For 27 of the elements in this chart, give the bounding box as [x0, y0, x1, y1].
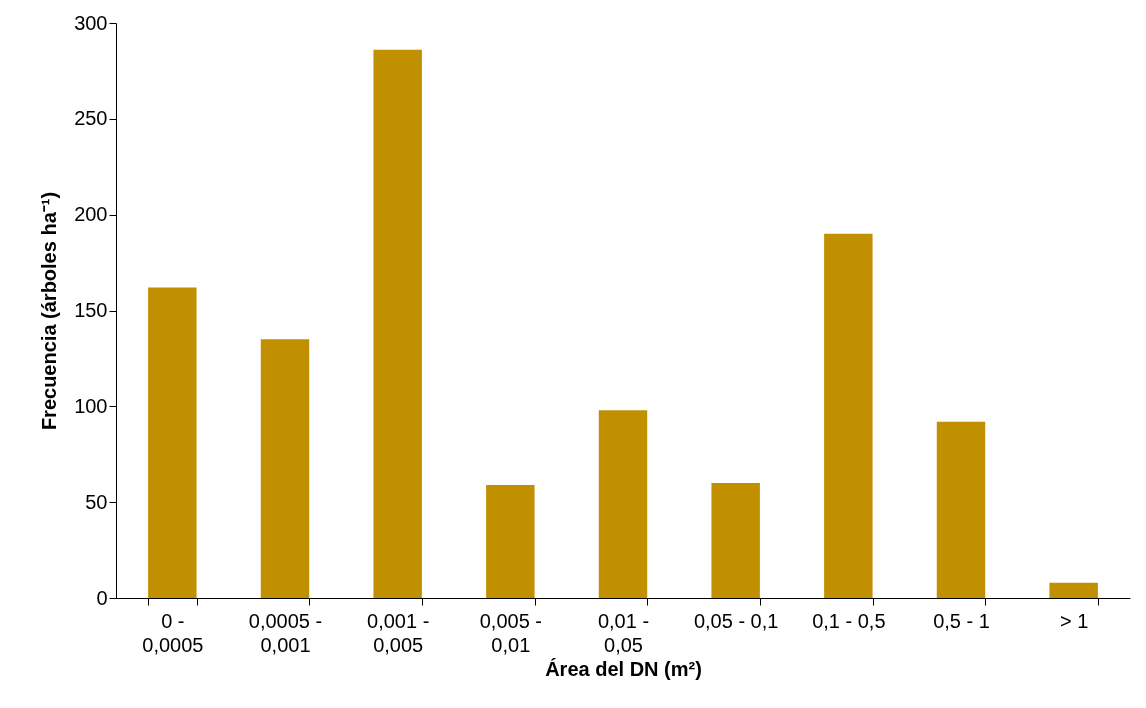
- x-tick-label: > 1: [1059, 609, 1089, 632]
- bar: [373, 49, 422, 598]
- x-tick-label: 0,1 - 0,5: [812, 609, 886, 632]
- bar: [1049, 582, 1098, 598]
- y-tick-label: 300: [74, 11, 108, 34]
- x-tick-label: 0,0005 - 0,001: [248, 609, 323, 656]
- bar: [936, 421, 986, 598]
- x-tick-label: 0,5 - 1: [933, 609, 990, 632]
- x-tick-label: 0,05 - 0,1: [693, 609, 779, 632]
- y-tick-label: 50: [85, 490, 108, 513]
- x-tick-label: 0,005 - 0,01: [479, 609, 542, 656]
- y-tick-label: 250: [74, 107, 108, 130]
- bar: [824, 233, 873, 598]
- bar: [711, 483, 760, 598]
- x-tick-label: 0,001 - 0,005: [367, 609, 430, 656]
- bar: [486, 484, 535, 598]
- x-tick-label: 0 - 0,0005: [142, 609, 204, 656]
- bar: [598, 410, 648, 598]
- bar: [148, 287, 197, 598]
- y-axis-title: Frecuencia (árboles ha⁻¹): [38, 191, 61, 431]
- y-tick-label: 100: [74, 394, 108, 417]
- x-tick-label: 0,01 - 0,05: [597, 609, 650, 656]
- y-tick-label: 200: [74, 203, 108, 226]
- x-axis-title: Área del DN (m²): [545, 657, 702, 680]
- bar: [260, 339, 310, 598]
- y-tick-label: 0: [96, 586, 108, 609]
- y-tick-label: 150: [74, 299, 108, 321]
